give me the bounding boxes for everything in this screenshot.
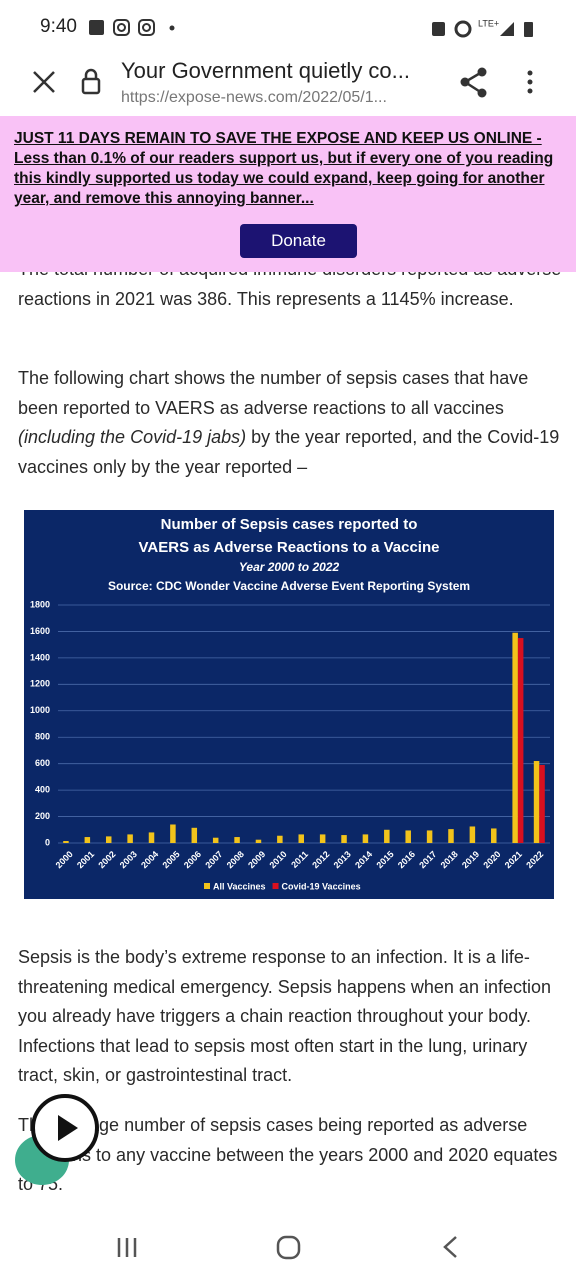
back-button[interactable]: [443, 1236, 457, 1258]
chart-background: [24, 510, 554, 899]
y-tick-label: 0: [45, 837, 50, 847]
bar: [212, 837, 219, 843]
y-tick-label: 200: [35, 811, 50, 821]
bar: [255, 839, 262, 843]
system-icons: LTE+: [432, 18, 533, 38]
text: by the year reported, and the Covid-19 v…: [18, 427, 560, 477]
bar: [533, 761, 540, 843]
bar: [234, 837, 240, 843]
legend-swatch: [272, 883, 279, 889]
bar: [319, 834, 326, 843]
bar: [426, 830, 433, 843]
notification-icons: [89, 19, 175, 36]
home-button[interactable]: [276, 1235, 301, 1260]
y-tick-label: 600: [35, 758, 50, 768]
bar: [63, 841, 69, 843]
chart-subtitle: Year 2000 to 2022: [239, 560, 340, 574]
chart-title: Number of Sepsis cases reported to: [161, 516, 418, 533]
article-paragraph: The following chart shows the number of …: [18, 364, 563, 482]
bar: [491, 828, 497, 843]
donate-button[interactable]: Donate: [240, 224, 357, 258]
bar: [84, 837, 91, 843]
page-url[interactable]: https://expose-news.com/2022/05/1...: [121, 89, 387, 106]
close-button[interactable]: [30, 68, 60, 98]
text-italic: (including the Covid-19 jabs): [18, 427, 247, 448]
bar: [341, 835, 347, 843]
legend-swatch: [204, 883, 210, 889]
navigation-bar: [117, 1235, 457, 1260]
donation-banner: JUST 11 DAYS REMAIN TO SAVE THE EXPOSE A…: [0, 116, 576, 272]
lock-icon: [81, 68, 101, 95]
bar: [469, 826, 476, 843]
bar: [362, 834, 369, 843]
clock: 9:40: [40, 16, 77, 37]
chart: Number of Sepsis cases reported to VAERS…: [24, 510, 554, 899]
chart-source: Source: CDC Wonder Vaccine Adverse Event…: [108, 579, 470, 593]
menu-button[interactable]: [522, 68, 538, 98]
y-tick-label: 1800: [30, 599, 50, 609]
bar: [512, 632, 518, 843]
y-tick-label: 1000: [30, 705, 50, 715]
bar: [448, 829, 454, 843]
bar: [170, 824, 176, 843]
y-tick-label: 1400: [30, 652, 50, 662]
bar: [517, 638, 524, 843]
network-type: LTE+: [478, 18, 499, 28]
article-paragraph: The average number of sepsis cases being…: [18, 1115, 558, 1195]
bar: [105, 836, 112, 843]
bar: [277, 835, 283, 843]
y-tick-label: 1600: [30, 626, 50, 636]
browser-chrome: 9:40 LTE+ Your Government quietly co... …: [0, 0, 576, 116]
bar: [539, 764, 545, 843]
bar: [298, 834, 304, 843]
bar: [384, 829, 390, 843]
bar: [405, 830, 411, 843]
chart-title: VAERS as Adverse Reactions to a Vaccine: [139, 539, 440, 556]
y-tick-label: 400: [35, 784, 50, 794]
recent-apps-button[interactable]: [117, 1238, 137, 1257]
y-tick-label: 800: [35, 732, 50, 742]
play-button[interactable]: [30, 1093, 100, 1163]
share-button[interactable]: [458, 66, 492, 100]
legend-label: All Vaccines: [213, 881, 266, 891]
y-tick-label: 1200: [30, 679, 50, 689]
banner-text[interactable]: JUST 11 DAYS REMAIN TO SAVE THE EXPOSE A…: [14, 130, 554, 207]
text: The following chart shows the number of …: [18, 368, 529, 418]
bar: [148, 832, 155, 843]
page-title: Your Government quietly co...: [121, 58, 411, 83]
bar: [127, 834, 133, 843]
article-paragraph: Sepsis is the body’s extreme response to…: [18, 947, 551, 1086]
bar: [191, 827, 198, 843]
legend-label: Covid-19 Vaccines: [282, 881, 361, 891]
